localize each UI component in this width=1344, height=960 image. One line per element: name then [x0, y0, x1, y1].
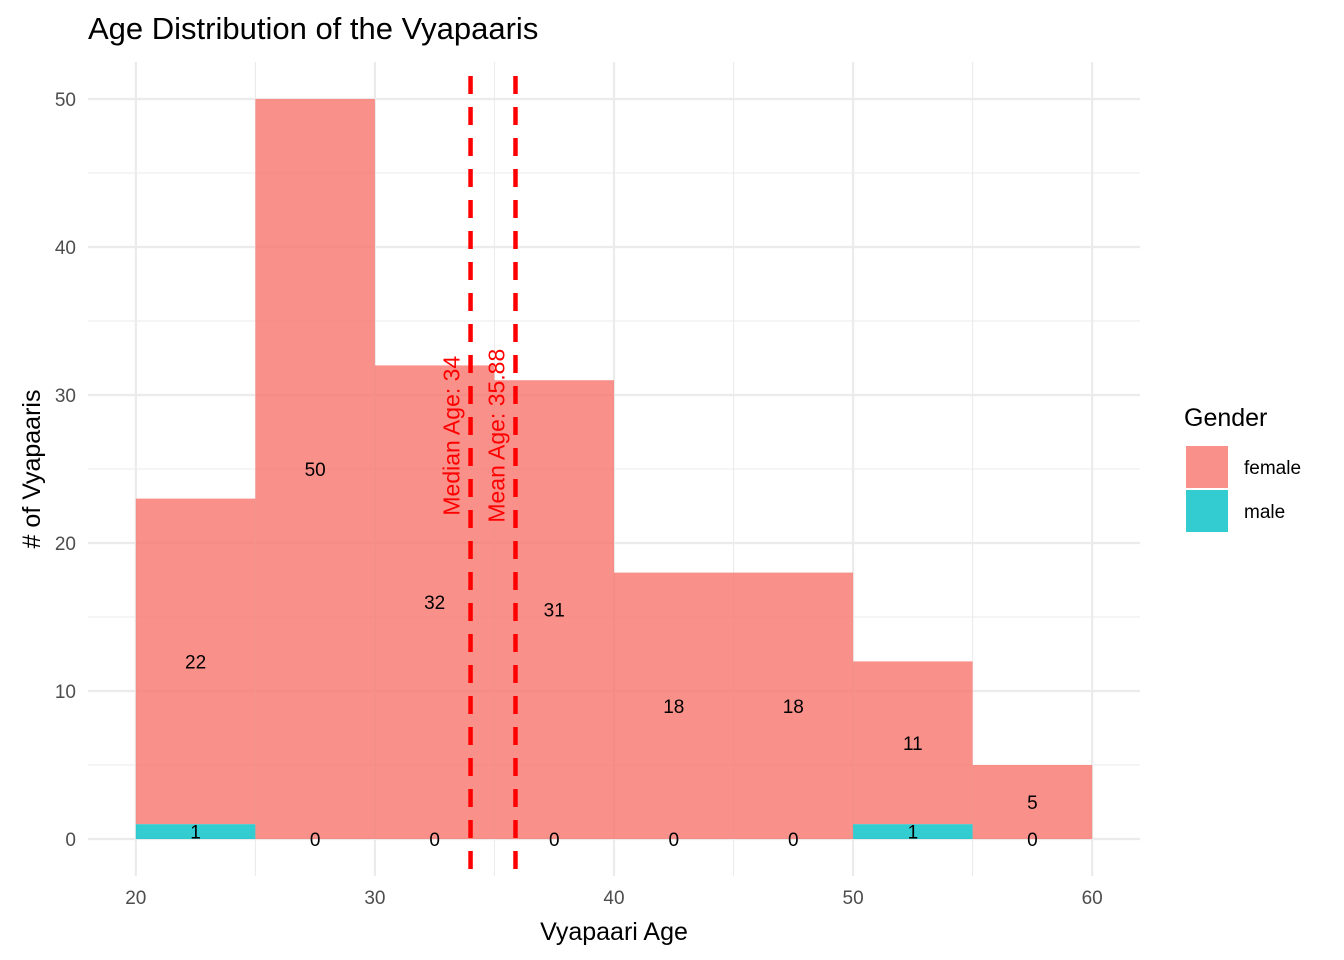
- y-axis-title: # of Vyapaaris: [18, 390, 46, 549]
- y-tick-label: 30: [55, 386, 76, 407]
- data-label-male: 1: [190, 823, 201, 844]
- y-tick-label: 0: [65, 830, 76, 851]
- bar-female: [135, 498, 256, 825]
- x-tick-label: 60: [1082, 888, 1103, 909]
- data-label-female: 11: [903, 734, 923, 755]
- legend-title: Gender: [1184, 404, 1267, 432]
- data-label-female: 32: [424, 593, 445, 614]
- legend-swatch-male: [1186, 490, 1228, 532]
- data-label-male: 0: [668, 830, 679, 851]
- mean-label: Mean Age: 35.88: [483, 349, 509, 523]
- y-tick-label: 50: [55, 90, 76, 111]
- data-label-female: 50: [305, 460, 326, 481]
- data-label-female: 18: [783, 697, 804, 718]
- legend-label-female: female: [1244, 458, 1301, 479]
- x-axis-title: Vyapaari Age: [540, 918, 688, 946]
- legend-items: female male: [1186, 446, 1301, 532]
- x-tick-label: 40: [603, 888, 624, 909]
- chart-title: Age Distribution of the Vyapaaris: [88, 11, 538, 46]
- data-label-female: 31: [544, 601, 565, 622]
- data-label-male: 1: [908, 823, 919, 844]
- legend-label-male: male: [1244, 502, 1285, 523]
- bar-female: [374, 365, 495, 839]
- y-tick-label: 10: [55, 682, 76, 703]
- data-label-female: 22: [185, 652, 206, 673]
- y-tick-label: 20: [55, 534, 76, 555]
- bar-male: [135, 824, 256, 839]
- data-label-female: 18: [663, 697, 684, 718]
- bar-female: [853, 661, 973, 825]
- x-tick-label: 30: [364, 888, 385, 909]
- data-label-male: 0: [1027, 830, 1038, 851]
- x-tick-label: 20: [125, 888, 146, 909]
- data-label-male: 0: [310, 830, 321, 851]
- bar-female: [255, 99, 375, 839]
- reference-lines-layer: Median Age: 34 Mean Age: 35.88: [439, 76, 518, 876]
- data-label-male: 0: [549, 830, 560, 851]
- bar-female: [614, 572, 734, 839]
- data-label-male: 0: [429, 830, 440, 851]
- legend: Gender female male: [1184, 404, 1301, 532]
- data-label-male: 0: [788, 830, 799, 851]
- bar-female: [733, 572, 854, 839]
- data-label-female: 5: [1027, 793, 1038, 814]
- median-label: Median Age: 34: [439, 356, 465, 516]
- y-tick-label: 40: [55, 238, 76, 259]
- bars-layer: [135, 99, 1093, 839]
- legend-swatch-female: [1186, 446, 1228, 488]
- bar-female: [972, 765, 1093, 839]
- bar-male: [853, 824, 973, 839]
- x-tick-label: 50: [843, 888, 864, 909]
